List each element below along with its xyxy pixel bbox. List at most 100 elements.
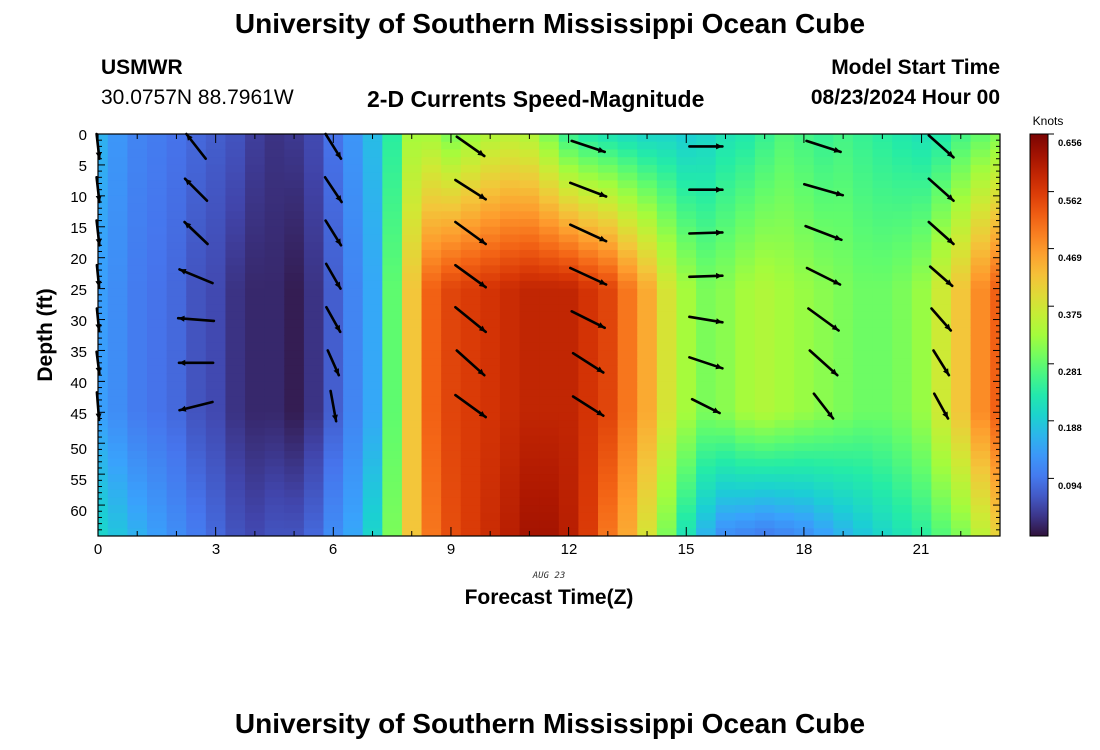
heatmap-cell xyxy=(362,420,383,429)
heatmap-cell xyxy=(715,296,736,305)
heatmap-cell xyxy=(911,288,932,297)
heatmap-cell xyxy=(774,365,795,375)
heatmap-cell xyxy=(519,466,540,475)
heatmap-cell xyxy=(950,319,972,328)
heatmap-cell xyxy=(931,443,952,452)
heatmap-cell xyxy=(696,381,717,390)
heatmap-cell xyxy=(931,505,952,514)
heatmap-cell xyxy=(598,373,619,382)
heatmap-cell xyxy=(539,149,560,158)
heatmap-cell xyxy=(225,242,246,251)
heatmap-cell xyxy=(950,512,972,522)
heatmap-cell xyxy=(284,234,305,243)
heatmap-cell xyxy=(892,319,913,328)
heatmap-cell xyxy=(323,389,344,398)
heatmap-cell xyxy=(245,458,266,468)
heatmap-cell xyxy=(852,481,874,491)
heatmap-cell xyxy=(950,412,972,421)
heatmap-cell xyxy=(284,195,305,205)
heatmap-cell xyxy=(990,188,1000,197)
heatmap-cell xyxy=(401,249,423,259)
heatmap-cell xyxy=(852,396,874,406)
heatmap-cell xyxy=(382,458,403,468)
heatmap-cell xyxy=(911,164,932,174)
heatmap-cell xyxy=(990,172,1000,181)
heatmap-cell xyxy=(245,505,266,514)
heatmap-cell xyxy=(931,373,952,382)
heatmap-cell xyxy=(715,304,736,313)
heatmap-cell xyxy=(794,373,815,382)
heatmap-cell xyxy=(676,435,697,444)
heatmap-cell xyxy=(382,489,403,498)
heatmap-cell xyxy=(696,497,717,506)
heatmap-cell xyxy=(460,412,481,421)
heatmap-cell xyxy=(343,420,364,429)
heatmap-cell xyxy=(754,157,776,166)
heatmap-cell xyxy=(911,520,932,529)
heatmap-cell xyxy=(362,319,383,328)
heatmap-cell xyxy=(872,443,893,452)
heatmap-cell xyxy=(852,350,874,359)
heatmap-cell xyxy=(578,435,599,444)
heatmap-cell xyxy=(499,528,521,536)
heatmap-cell xyxy=(323,234,344,243)
heatmap-cell xyxy=(225,512,246,522)
heatmap-cell xyxy=(598,327,619,336)
heatmap-cell xyxy=(343,304,364,313)
heatmap-cell xyxy=(98,450,109,460)
heatmap-cell xyxy=(343,489,364,498)
heatmap-cell xyxy=(323,350,344,359)
heatmap-cell xyxy=(343,505,364,514)
heatmap-cell xyxy=(480,389,501,398)
heatmap-cell xyxy=(617,195,638,205)
heatmap-cell xyxy=(284,319,305,328)
heatmap-cell xyxy=(696,505,717,514)
heatmap-cell xyxy=(715,450,736,460)
heatmap-cell xyxy=(421,358,442,367)
heatmap-cell xyxy=(715,149,736,158)
heatmap-cell xyxy=(421,195,442,205)
heatmap-cell xyxy=(578,203,599,212)
heatmap-cell xyxy=(499,520,521,529)
heatmap-cell xyxy=(166,350,187,359)
heatmap-cell xyxy=(166,327,187,336)
heatmap-cell xyxy=(421,188,442,197)
heatmap-cell xyxy=(637,358,658,367)
heatmap-cell xyxy=(107,242,129,251)
heatmap-cell xyxy=(382,474,403,483)
heatmap-cell xyxy=(98,172,109,181)
heatmap-cell xyxy=(676,443,697,452)
heatmap-cell xyxy=(147,404,168,413)
heatmap-cell xyxy=(186,435,207,444)
heatmap-cell xyxy=(519,350,540,359)
heatmap-cell xyxy=(911,350,932,359)
heatmap-cell xyxy=(813,288,834,297)
heatmap-cell xyxy=(735,528,756,536)
heatmap-cell xyxy=(382,296,403,305)
heatmap-cell xyxy=(343,211,364,220)
colorbar-unit: Knots xyxy=(1033,114,1064,128)
heatmap-cell xyxy=(264,249,285,259)
heatmap-cell xyxy=(460,195,481,205)
heatmap-cell xyxy=(794,389,815,398)
heatmap-cell xyxy=(794,188,815,197)
heatmap-cell xyxy=(519,219,540,228)
heatmap-cell xyxy=(911,242,932,251)
heatmap-cell xyxy=(460,304,481,313)
heatmap-cell xyxy=(401,219,423,228)
heatmap-cell xyxy=(754,149,776,158)
heatmap-cell xyxy=(166,211,187,220)
heatmap-cell xyxy=(774,219,795,228)
heatmap-cell xyxy=(696,149,717,158)
heatmap-cell xyxy=(441,296,462,305)
heatmap-cell xyxy=(362,188,383,197)
heatmap-cell xyxy=(205,242,227,251)
heatmap-cell xyxy=(892,450,913,460)
heatmap-cell xyxy=(343,427,364,437)
heatmap-cell xyxy=(852,265,874,274)
heatmap-cell xyxy=(617,172,638,181)
heatmap-cell xyxy=(499,319,521,328)
heatmap-cell xyxy=(735,443,756,452)
heatmap-cell xyxy=(421,381,442,390)
heatmap-cell xyxy=(303,265,325,274)
